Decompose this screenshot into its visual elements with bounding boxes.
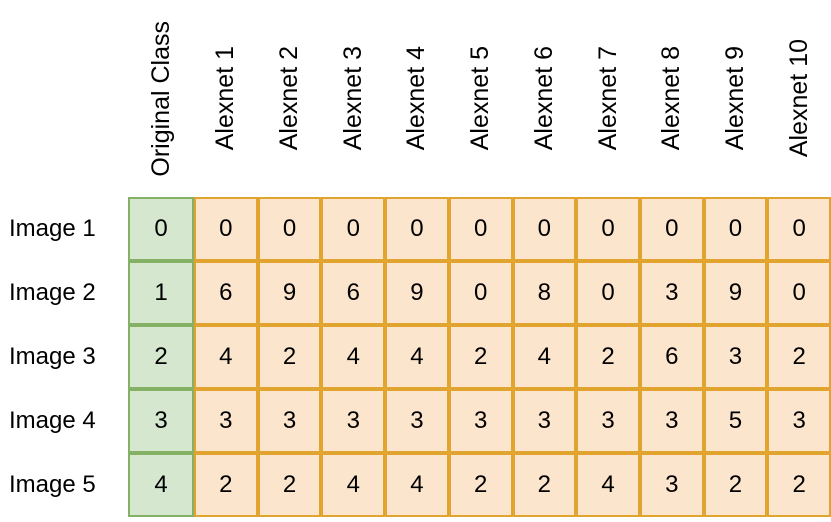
column-header: Original Class xyxy=(128,0,194,197)
prediction-cell: 0 xyxy=(448,261,513,325)
original-class-cell: 4 xyxy=(128,453,194,517)
prediction-cell: 4 xyxy=(321,325,386,389)
row-label: Image 1 xyxy=(9,215,96,242)
prediction-cell: 4 xyxy=(385,453,449,517)
column-header: Alexnet 2 xyxy=(258,0,322,197)
prediction-cell: 3 xyxy=(639,389,704,453)
prediction-cell: 4 xyxy=(385,325,449,389)
prediction-cell: 2 xyxy=(767,325,831,389)
column-header-text: Alexnet 1 xyxy=(211,46,240,151)
prediction-cell: 0 xyxy=(576,197,640,261)
prediction-cell: 0 xyxy=(385,197,449,261)
row-label: Image 2 xyxy=(9,279,96,306)
column-header-text: Original Class xyxy=(146,20,175,177)
column-header-text: Alexnet 9 xyxy=(720,46,749,151)
column-header-text: Alexnet 10 xyxy=(784,39,813,158)
prediction-cell: 2 xyxy=(767,453,831,517)
column-header-text: Alexnet 4 xyxy=(402,46,431,151)
prediction-cell: 4 xyxy=(321,453,386,517)
prediction-cell: 2 xyxy=(576,325,640,389)
prediction-cell: 0 xyxy=(767,261,831,325)
prediction-cell: 0 xyxy=(448,197,513,261)
prediction-cell: 3 xyxy=(576,389,640,453)
prediction-cell: 0 xyxy=(321,197,386,261)
prediction-cell: 5 xyxy=(703,389,768,453)
prediction-cell: 4 xyxy=(194,325,258,389)
column-header: Alexnet 7 xyxy=(576,0,640,197)
prediction-cell: 6 xyxy=(639,325,704,389)
prediction-cell: 0 xyxy=(512,197,577,261)
column-header-text: Alexnet 7 xyxy=(593,46,622,151)
prediction-cell: 0 xyxy=(257,197,322,261)
prediction-cell: 3 xyxy=(639,453,704,517)
column-header-text: Alexnet 2 xyxy=(275,46,304,151)
prediction-cell: 6 xyxy=(321,261,386,325)
prediction-cell: 0 xyxy=(767,197,831,261)
prediction-cell: 8 xyxy=(512,261,577,325)
column-header: Alexnet 5 xyxy=(449,0,513,197)
column-header: Alexnet 1 xyxy=(194,0,258,197)
column-header-text: Alexnet 3 xyxy=(338,46,367,151)
prediction-cell: 3 xyxy=(321,389,386,453)
prediction-cell: 3 xyxy=(257,389,322,453)
prediction-cell: 2 xyxy=(703,453,768,517)
column-header: Alexnet 4 xyxy=(385,0,449,197)
prediction-cell: 3 xyxy=(385,389,449,453)
prediction-cell: 3 xyxy=(639,261,704,325)
prediction-cell: 2 xyxy=(194,453,258,517)
column-header-text: Alexnet 8 xyxy=(657,46,686,151)
prediction-cell: 2 xyxy=(257,325,322,389)
original-class-cell: 2 xyxy=(128,325,194,389)
original-class-cell: 3 xyxy=(128,389,194,453)
column-header-text: Alexnet 5 xyxy=(466,46,495,151)
prediction-cell: 2 xyxy=(512,453,577,517)
prediction-cell: 9 xyxy=(257,261,322,325)
prediction-cell: 3 xyxy=(448,389,513,453)
prediction-cell: 2 xyxy=(448,325,513,389)
prediction-cell: 3 xyxy=(194,389,258,453)
prediction-cell: 0 xyxy=(576,261,640,325)
prediction-cell: 0 xyxy=(194,197,258,261)
column-header-text: Alexnet 6 xyxy=(529,46,558,151)
prediction-cell: 3 xyxy=(703,325,768,389)
prediction-cell: 2 xyxy=(257,453,322,517)
column-header: Alexnet 3 xyxy=(321,0,385,197)
prediction-cell: 4 xyxy=(576,453,640,517)
column-header: Alexnet 9 xyxy=(704,0,768,197)
prediction-cell: 9 xyxy=(385,261,449,325)
table-corner-spacer xyxy=(0,0,128,197)
row-label: Image 4 xyxy=(9,407,96,434)
column-header: Alexnet 10 xyxy=(767,0,831,197)
original-class-cell: 1 xyxy=(128,261,194,325)
prediction-cell: 3 xyxy=(512,389,577,453)
row-label: Image 3 xyxy=(9,343,96,370)
prediction-cell: 6 xyxy=(194,261,258,325)
original-class-cell: 0 xyxy=(128,197,194,261)
prediction-cell: 2 xyxy=(448,453,513,517)
column-header: Alexnet 8 xyxy=(640,0,704,197)
column-header: Alexnet 6 xyxy=(513,0,577,197)
prediction-cell: 9 xyxy=(703,261,768,325)
row-label: Image 5 xyxy=(9,471,96,498)
prediction-cell: 0 xyxy=(639,197,704,261)
prediction-cell: 3 xyxy=(767,389,831,453)
prediction-cell: 4 xyxy=(512,325,577,389)
prediction-cell: 0 xyxy=(703,197,768,261)
